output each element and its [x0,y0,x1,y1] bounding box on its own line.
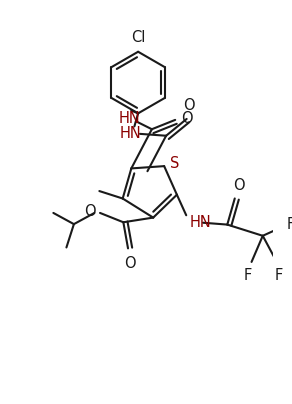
Text: O: O [84,204,95,219]
Text: HN: HN [190,215,212,230]
Text: F: F [274,267,283,282]
Text: F: F [244,267,252,282]
Text: O: O [124,256,136,271]
Text: O: O [233,178,244,193]
Text: Cl: Cl [131,30,145,45]
Text: F: F [287,217,292,232]
Text: O: O [181,111,192,126]
Text: O: O [183,98,194,114]
Text: HN: HN [120,126,142,141]
Text: HN: HN [119,111,140,126]
Text: S: S [170,156,179,171]
